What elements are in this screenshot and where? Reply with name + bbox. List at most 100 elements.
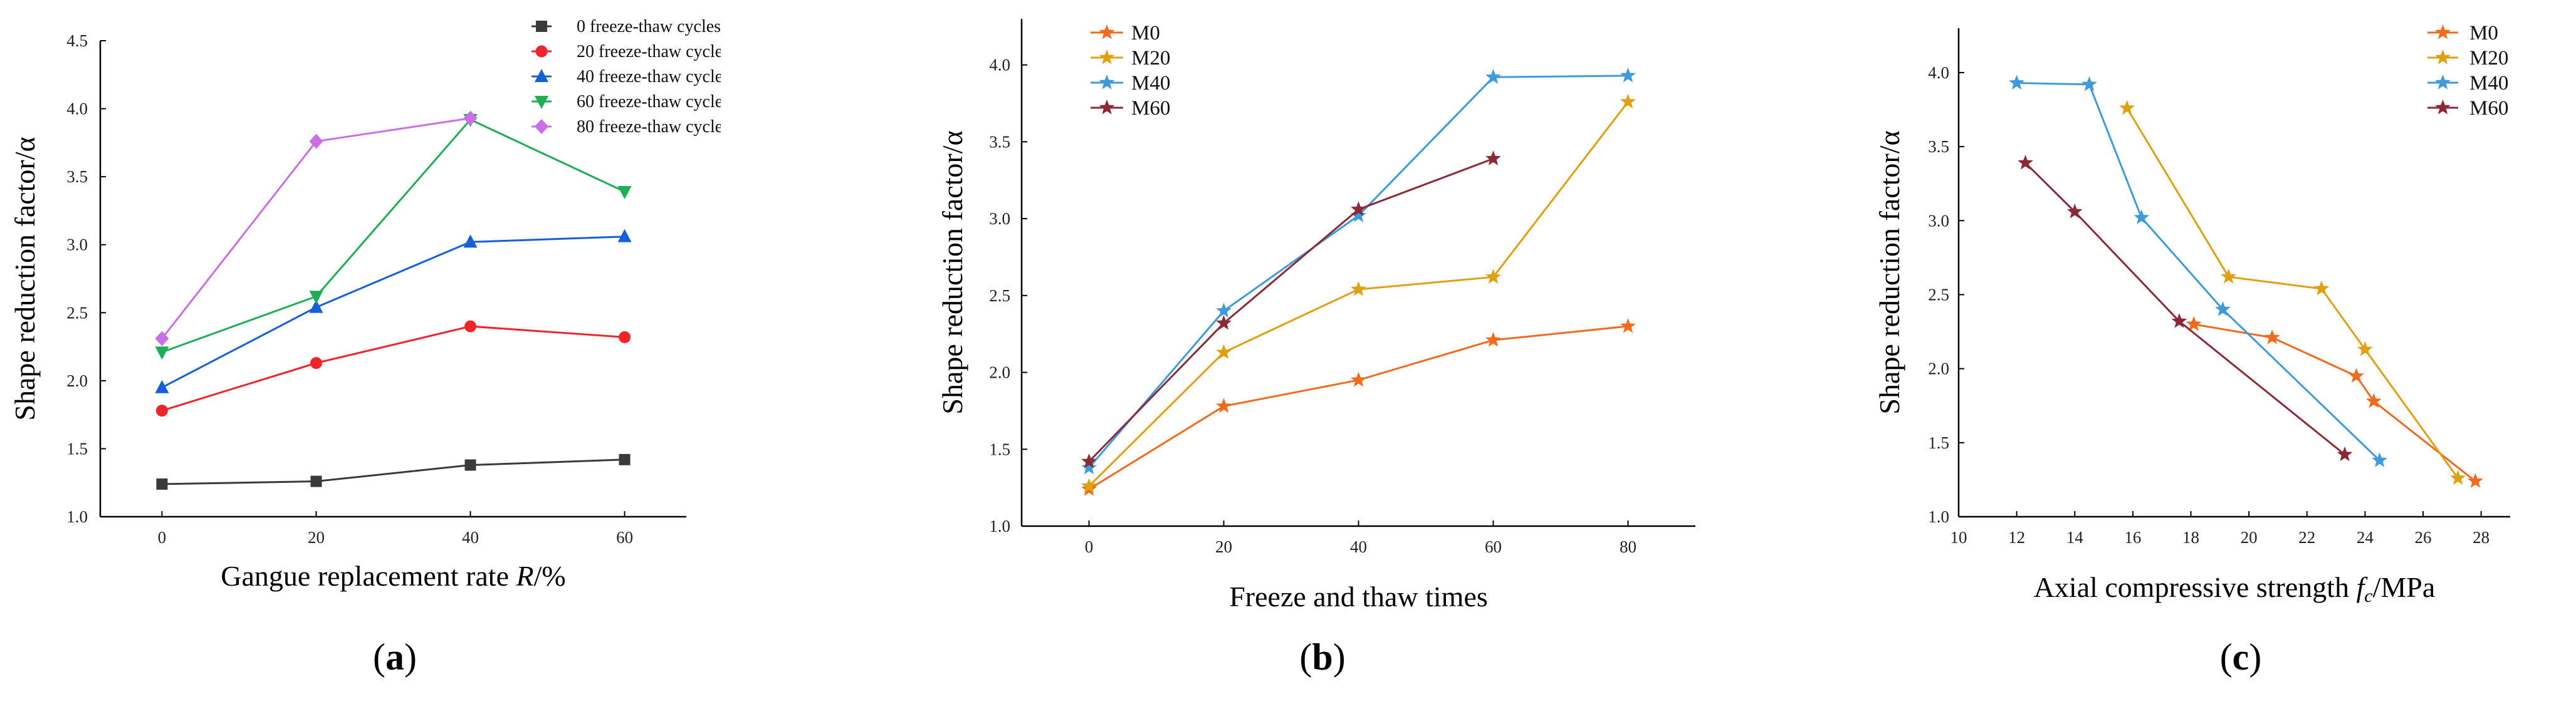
legend-marker (1099, 24, 1115, 39)
data-point (463, 110, 478, 126)
legend-marker (535, 45, 548, 58)
y-tick-label: 3.0 (1928, 211, 1949, 230)
y-tick-label: 1.0 (989, 517, 1010, 536)
data-point (1620, 318, 1636, 333)
data-point (2119, 100, 2135, 115)
data-point (2357, 341, 2373, 356)
data-point (2337, 446, 2353, 462)
y-tick-label: 4.0 (1928, 63, 1949, 82)
y-tick-label: 4.5 (66, 31, 88, 50)
data-point (1485, 269, 1501, 284)
legend-label: M20 (2469, 47, 2508, 70)
x-tick-label: 28 (2473, 528, 2490, 547)
legend-entry: M40 (2427, 72, 2508, 95)
legend-label: 0 freeze-thaw cycles (577, 17, 721, 36)
y-tick-label: 2.0 (1928, 360, 1949, 378)
legend-entry: 0 freeze-thaw cycles (531, 17, 721, 36)
data-point (2348, 368, 2364, 383)
data-point (1485, 332, 1501, 347)
series-80-freeze-thaw-cycles (155, 110, 478, 346)
data-point (2372, 452, 2387, 467)
legend-entry: M40 (1091, 72, 1170, 95)
series-line (2024, 162, 2345, 455)
data-point (1081, 453, 1097, 468)
y-tick-label: 2.0 (989, 363, 1010, 382)
data-point (1351, 201, 1366, 216)
data-point (619, 453, 631, 465)
series-m20 (2119, 100, 2466, 485)
x-tick-label: 12 (2008, 528, 2025, 547)
data-point (155, 380, 169, 393)
legend-label: M60 (1131, 97, 1170, 120)
data-point (1620, 93, 1636, 109)
x-tick-label: 60 (616, 528, 633, 547)
series-m20 (1081, 93, 1636, 493)
legend-marker (1099, 49, 1115, 65)
series-m0 (2186, 316, 2483, 488)
data-point (310, 475, 322, 487)
data-point (310, 357, 322, 370)
data-point (464, 459, 476, 471)
x-axis-title: Axial compressive strength fc/MPa (2034, 571, 2436, 606)
legend-entry: M60 (1091, 97, 1170, 120)
legend-marker (535, 69, 548, 82)
panel-caption-c: (c) (2219, 636, 2262, 678)
data-point (309, 299, 323, 313)
legend-label: M40 (2469, 72, 2508, 95)
x-axis-title: Freeze and thaw times (1229, 581, 1488, 613)
x-tick-label: 10 (1950, 528, 1967, 547)
legend-label: 60 freeze-thaw cycles (577, 92, 721, 111)
data-point (2215, 301, 2231, 316)
legend-label: 20 freeze-thaw cycles (577, 42, 721, 61)
x-tick-label: 20 (308, 528, 325, 547)
data-point (1216, 344, 1232, 360)
series-line (1088, 157, 1494, 462)
x-tick-label: 60 (1485, 537, 1502, 556)
y-tick-label: 1.5 (989, 440, 1010, 458)
x-tick-label: 22 (2298, 528, 2315, 547)
y-tick-label: 2.5 (66, 303, 88, 322)
data-point (1351, 371, 1366, 387)
y-tick-label: 1.5 (66, 439, 88, 458)
data-point (2264, 329, 2280, 344)
x-tick-label: 24 (2357, 528, 2374, 547)
legend-marker (536, 21, 547, 32)
data-point (1485, 150, 1501, 165)
panel-caption-a: (a) (373, 636, 417, 678)
legend-marker (2435, 24, 2451, 39)
y-tick-label: 2.5 (989, 286, 1010, 305)
x-tick-label: 20 (1215, 537, 1232, 556)
data-point (2081, 76, 2097, 91)
data-point (2468, 473, 2483, 488)
y-tick-label: 3.0 (66, 236, 88, 254)
data-point (2134, 209, 2150, 225)
legend-entry: M20 (2427, 47, 2508, 70)
data-point (309, 291, 323, 304)
legend-label: M0 (2469, 22, 2498, 44)
chart-panel-c: 1.0 1.5 2.0 2.5 3.0 3.5 4.0 10 12 14 16 18 20 22 24 26 2… (1873, 22, 2510, 606)
data-point (1620, 67, 1636, 83)
y-tick-label: 3.0 (989, 209, 1010, 228)
series-40-freeze-thaw-cycles (155, 229, 632, 393)
panel-caption-b: (b) (1299, 636, 1346, 678)
chart-panel-a: 1.0 1.5 2.0 2.5 3.0 3.5 4.0 4.5 0 20 40 60 Shape red… (9, 17, 721, 592)
data-point (2171, 313, 2187, 328)
data-point (309, 133, 323, 149)
data-point (2186, 316, 2202, 331)
series-line (1088, 101, 1629, 487)
data-point (1216, 398, 1232, 413)
y-tick-label: 2.0 (66, 371, 88, 390)
x-tick-label: 0 (1085, 537, 1094, 556)
data-point (2066, 204, 2083, 219)
y-tick-label: 3.5 (989, 132, 1010, 151)
legend-marker (2435, 49, 2451, 65)
y-axis-title: Shape reduction factor/α (1873, 130, 1905, 414)
x-tick-label: 14 (2066, 528, 2084, 547)
data-point (1216, 303, 1232, 318)
series-m60 (1081, 150, 1501, 468)
legend-marker (2435, 75, 2451, 90)
x-tick-label: 16 (2124, 528, 2141, 547)
legend-label: 40 freeze-thaw cycles (577, 67, 721, 86)
y-tick-label: 1.0 (1928, 507, 1949, 526)
y-tick-label: 2.5 (1928, 285, 1949, 304)
